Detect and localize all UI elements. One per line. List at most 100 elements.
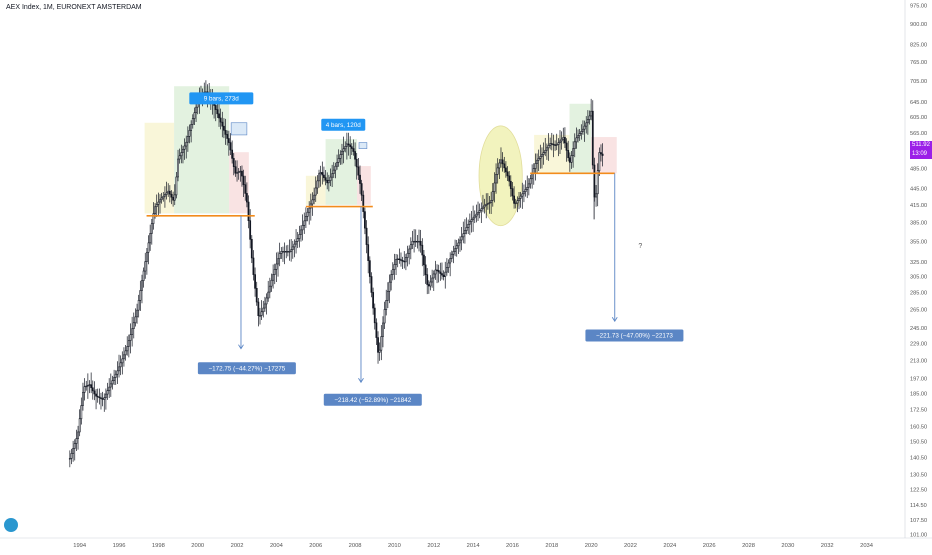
candle <box>534 153 537 181</box>
measure-label-1[interactable]: −172.75 (−44.27%) −17275 <box>197 362 296 375</box>
candle-body <box>303 220 306 226</box>
price-tick-label: 485.00 <box>910 166 927 172</box>
candle <box>218 101 220 127</box>
candle <box>506 166 509 181</box>
candle-body <box>127 340 130 347</box>
date-range-box-2[interactable] <box>358 142 368 149</box>
candle <box>98 388 101 405</box>
candle-body <box>547 145 550 149</box>
candle-body <box>323 174 325 178</box>
candle-body <box>90 384 93 389</box>
candle-body <box>365 227 368 245</box>
candle <box>472 205 475 232</box>
candle <box>216 102 219 119</box>
candle <box>583 120 586 142</box>
candle-body <box>313 194 315 201</box>
candle-body <box>449 258 452 264</box>
candle-body <box>442 274 445 277</box>
candle <box>491 183 494 207</box>
candle <box>423 249 425 277</box>
candle-body <box>357 166 360 176</box>
candle-body <box>601 153 604 156</box>
red-zone-3[interactable] <box>591 137 617 174</box>
candle <box>585 116 588 134</box>
price-tick-label: 305.00 <box>910 275 927 281</box>
candle <box>332 162 335 179</box>
candle <box>121 351 124 375</box>
candle-body <box>460 236 463 241</box>
candle-body <box>395 259 397 265</box>
candle <box>150 219 153 245</box>
candle <box>403 251 406 269</box>
measure-label-2[interactable]: −218.42 (−52.89%) −21842 <box>323 393 422 406</box>
candle-body <box>595 193 597 198</box>
candle-body <box>439 271 442 274</box>
candle-body <box>100 397 102 399</box>
measure-arrow-3[interactable] <box>611 173 618 323</box>
measure-label-3[interactable]: −221.73 (−47.00%) −22173 <box>585 329 684 342</box>
candle <box>541 147 543 169</box>
candle-body <box>360 183 363 196</box>
candle <box>421 238 424 267</box>
candle-body <box>523 191 525 195</box>
candle <box>282 246 284 262</box>
candle <box>524 180 527 197</box>
candle <box>280 247 283 259</box>
candle-body <box>227 138 230 143</box>
measure-arrow-1[interactable] <box>238 215 244 350</box>
candle <box>124 344 127 361</box>
candle-body <box>265 297 268 305</box>
ellipse-highlight[interactable] <box>478 125 523 227</box>
candle-body <box>531 173 534 180</box>
date-range-box-1[interactable] <box>230 122 248 136</box>
candle-body <box>590 110 593 117</box>
candle-body <box>349 144 352 147</box>
candle <box>301 214 304 241</box>
candle <box>429 275 432 291</box>
candle <box>508 171 511 187</box>
candle-body <box>170 193 173 198</box>
candle-body <box>145 251 148 262</box>
yellow-zone-1[interactable] <box>144 122 175 214</box>
candle-body <box>549 143 552 146</box>
candle-body <box>462 233 465 238</box>
candle-body <box>282 251 284 253</box>
candle-body <box>580 131 583 134</box>
candle-body <box>406 252 409 258</box>
candle <box>193 107 196 125</box>
candle <box>318 169 320 188</box>
candle <box>331 164 334 187</box>
candle-body <box>575 137 578 143</box>
candle <box>575 127 578 149</box>
candle-body <box>241 170 243 177</box>
candle-body <box>329 176 332 181</box>
candle <box>90 372 93 394</box>
date-range-label-1[interactable]: 9 bars, 273d <box>189 92 254 105</box>
candle-body <box>105 393 107 398</box>
arrow-head-icon <box>358 377 364 384</box>
candle <box>355 153 358 180</box>
price-tick-label: 415.00 <box>910 203 927 209</box>
candle <box>536 153 538 174</box>
candle <box>259 307 261 325</box>
candle <box>577 129 579 143</box>
candle-body <box>336 162 338 167</box>
candle-body <box>296 238 299 242</box>
candle <box>406 245 409 267</box>
tradingview-logo-icon[interactable] <box>4 518 18 532</box>
candle-body <box>488 202 491 204</box>
candle <box>155 194 158 217</box>
candle <box>601 143 604 167</box>
candle <box>293 239 296 258</box>
candle-body <box>93 390 96 395</box>
date-range-label-2[interactable]: 4 bars, 120d <box>321 118 366 131</box>
price-tick-label: 197.00 <box>910 377 927 383</box>
candle-body <box>164 194 166 197</box>
candle-body <box>432 273 435 279</box>
candle <box>554 140 556 151</box>
candle-body <box>259 315 261 317</box>
candle <box>531 164 534 189</box>
measure-arrow-2[interactable] <box>358 206 364 384</box>
